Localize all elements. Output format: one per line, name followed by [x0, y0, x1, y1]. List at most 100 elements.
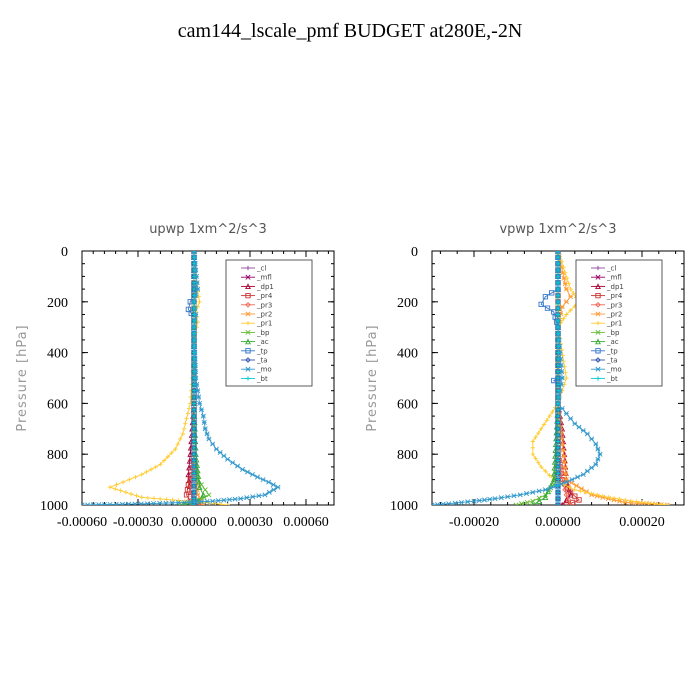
legend-label: _pr3 — [256, 301, 272, 309]
data-point_pr1 — [623, 497, 628, 503]
legend: _cl_mfl_dp1_pr4_pr3_pr2_pr1_bp_ac_tp_ta_… — [225, 259, 313, 387]
legend-label: _bt — [256, 375, 268, 383]
data-point_ta — [555, 502, 561, 505]
legend-marker — [595, 338, 601, 345]
data-point_mo — [498, 495, 504, 501]
data-point_bt — [555, 312, 561, 317]
data-point_mo — [548, 485, 554, 491]
data-point_pr1 — [639, 500, 645, 505]
data-point_mo — [563, 479, 569, 485]
series_pr1 — [107, 251, 230, 505]
data-point_tp — [555, 435, 561, 441]
data-point_bp — [530, 498, 536, 504]
data-point_pr1 — [547, 473, 552, 478]
legend-marker — [595, 311, 601, 317]
data-point_bp — [513, 502, 519, 505]
data-point_mo — [471, 498, 477, 504]
data-point_mo — [144, 501, 150, 505]
legend-label: _ac — [256, 338, 269, 346]
data-point_bt — [555, 496, 561, 501]
legend-marker — [245, 376, 251, 381]
y-tick-label: 600 — [47, 397, 68, 412]
data-point_ac — [551, 470, 558, 477]
y-tick-label: 400 — [47, 347, 68, 362]
data-point_mo — [202, 426, 208, 432]
data-point_mo — [195, 286, 201, 292]
data-point_mo — [559, 375, 565, 381]
data-point_mo — [232, 496, 238, 502]
data-point_tp — [544, 305, 551, 311]
data-point_ac — [536, 497, 543, 504]
data-point_mo — [575, 474, 581, 480]
data-point_bt — [191, 420, 197, 425]
data-point_mo — [206, 436, 212, 442]
data-point_bt — [191, 280, 197, 285]
data-point_mo — [138, 501, 144, 505]
data-point_mo — [198, 407, 204, 413]
data-point_mo — [225, 456, 231, 462]
legend-label: _pr1 — [256, 320, 272, 328]
data-point_bt — [191, 471, 197, 476]
data-point_bt — [191, 496, 197, 501]
data-point_pr1 — [183, 421, 188, 426]
data-point_mo — [230, 460, 236, 466]
data-point_bt — [555, 280, 561, 285]
data-point_pr4 — [184, 487, 191, 493]
legend-marker — [595, 357, 601, 363]
data-point_mo — [435, 502, 441, 505]
data-point_mo — [260, 477, 266, 483]
data-point_mo — [481, 497, 488, 503]
data-point_bt — [555, 426, 561, 431]
plot-area — [82, 251, 281, 505]
y-tick-label: 200 — [397, 296, 418, 311]
data-point_ac — [194, 462, 201, 468]
data-point_bt — [191, 350, 197, 355]
data-point_pr4 — [576, 497, 582, 503]
legend-marker — [245, 274, 251, 280]
data-point_pr1 — [118, 488, 123, 493]
data-point_pr1 — [539, 464, 544, 470]
data-point_pr1 — [175, 441, 181, 447]
data-point_pr1 — [165, 454, 171, 459]
data-point_mo — [266, 479, 272, 485]
data-point_tp — [542, 294, 549, 300]
data-point_pr1 — [178, 436, 183, 442]
data-point_pr2 — [622, 499, 628, 505]
data-point_bt — [555, 483, 561, 489]
data-point_bt — [191, 293, 197, 298]
data-point_mo — [593, 441, 599, 447]
legend-marker — [245, 366, 251, 372]
legend-marker — [245, 321, 251, 326]
data-point_pr1 — [536, 460, 541, 465]
data-point_mo — [271, 487, 277, 493]
data-point_pr1 — [186, 406, 192, 411]
data-point_mo — [523, 491, 530, 497]
data-point_bt — [555, 363, 561, 368]
data-point_bp — [202, 487, 208, 493]
data-point_pr1 — [151, 496, 157, 501]
data-point_mo — [82, 502, 85, 505]
data-point_mo — [465, 499, 471, 505]
data-point_bt — [555, 344, 561, 349]
series_bt — [191, 251, 197, 505]
data-point_bp — [206, 492, 212, 498]
y-tick-label: 400 — [397, 347, 418, 362]
legend-label: _pr2 — [256, 311, 272, 319]
data-point_bt — [555, 445, 561, 451]
legend-marker — [245, 301, 251, 308]
data-point_pr1 — [530, 452, 535, 457]
data-point_mo — [559, 369, 565, 375]
data-point_mo — [215, 498, 221, 504]
data-point_mo — [266, 489, 272, 495]
data-point_pr1 — [544, 418, 549, 423]
data-point_mo — [182, 499, 188, 505]
data-point_bt — [191, 432, 197, 438]
data-point_bt — [555, 407, 561, 412]
data-point_mo — [169, 500, 175, 505]
data-point_mo — [198, 499, 204, 505]
data-point_bt — [191, 375, 197, 381]
data-point_bt — [555, 305, 561, 311]
data-point_pr1 — [539, 426, 544, 431]
y-tick-label: 0 — [61, 245, 68, 260]
